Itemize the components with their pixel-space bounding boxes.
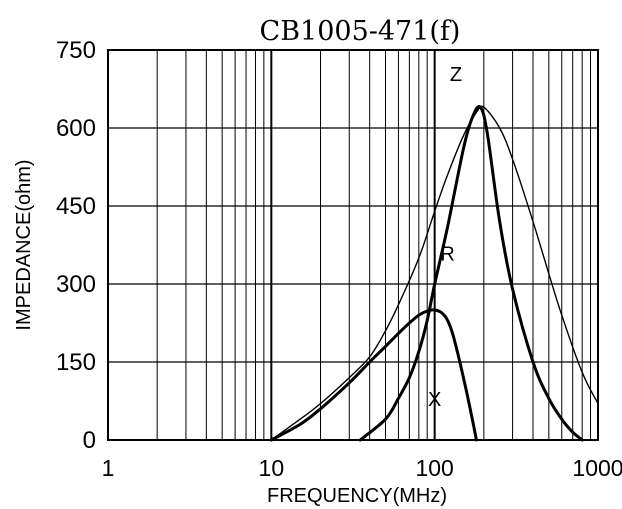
y-tick-label: 450 [56,193,96,220]
x-tick-label: 100 [415,455,453,481]
series-label-x: X [428,389,441,411]
grid [108,49,598,441]
series-line-z [270,105,599,441]
x-tick-label: 1000 [572,455,622,481]
curves [269,105,599,442]
x-axis-label: FREQUENCY(MHz) [267,485,447,507]
y-tick-labels: 0 150 300 450 600 750 [56,37,96,454]
curve-labels: Z R X [428,64,462,411]
series-label-r: R [440,244,454,266]
series-line-x [269,308,478,442]
x-tick-label: 1 [102,455,115,481]
x-tick-label: 10 [259,455,285,481]
y-tick-label: 300 [56,271,96,298]
y-tick-label: 0 [83,427,96,454]
y-axis-label: IMPEDANCE(ohm) [13,159,35,330]
x-tick-labels: 1 10 100 1000 [102,455,622,481]
y-tick-label: 600 [56,115,96,142]
plot-frame [107,49,599,441]
y-tick-label: 750 [56,37,96,64]
series-label-z: Z [450,64,462,86]
y-tick-label: 150 [56,349,96,376]
chart-title: CB1005-471(f) [260,16,461,47]
series-line-r [358,105,584,442]
